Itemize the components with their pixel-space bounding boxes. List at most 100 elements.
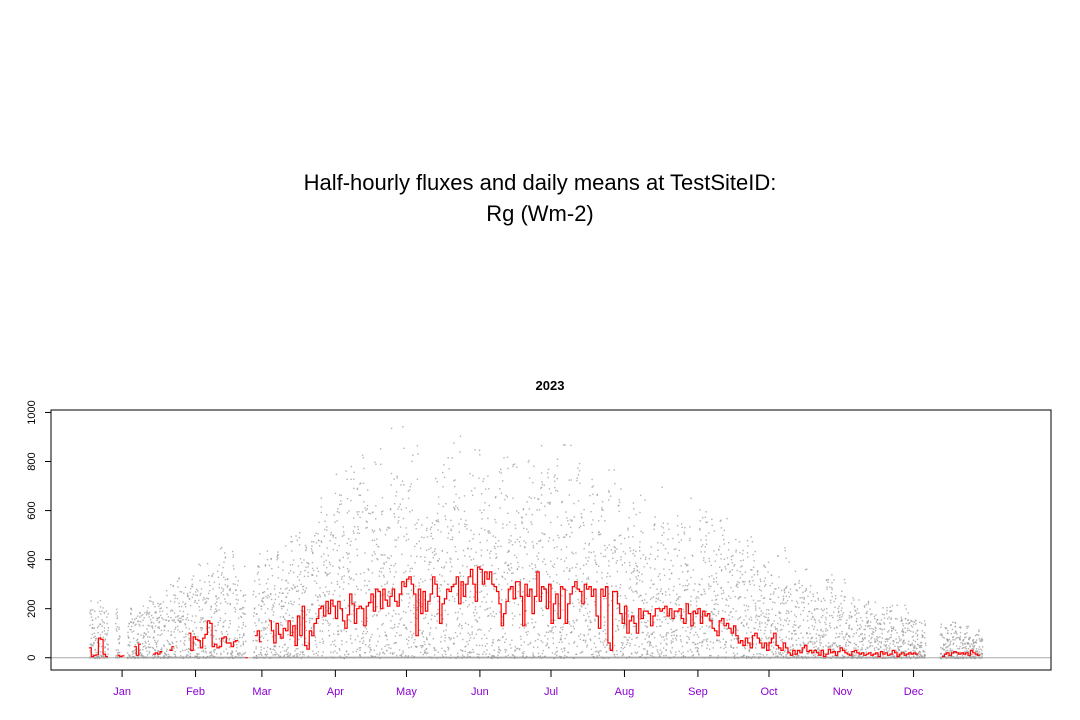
half-hourly-point [881, 613, 884, 615]
half-hourly-point [767, 620, 769, 622]
half-hourly-point [828, 646, 830, 648]
half-hourly-point [241, 627, 243, 629]
half-hourly-point [175, 641, 178, 643]
half-hourly-point [710, 610, 712, 613]
half-hourly-point [705, 539, 707, 541]
half-hourly-point [258, 653, 260, 656]
half-hourly-point [139, 612, 141, 614]
half-hourly-point [231, 654, 233, 657]
half-hourly-point [798, 654, 800, 657]
half-hourly-point [525, 625, 528, 627]
half-hourly-point [828, 653, 830, 655]
half-hourly-point [775, 628, 777, 630]
half-hourly-point [389, 571, 391, 573]
half-hourly-point [404, 627, 407, 629]
half-hourly-point [456, 592, 458, 595]
half-hourly-point [623, 537, 626, 540]
half-hourly-point [433, 524, 436, 526]
half-hourly-point [569, 519, 572, 521]
half-hourly-point [389, 508, 392, 511]
half-hourly-point [841, 630, 843, 633]
half-hourly-point [883, 651, 885, 653]
half-hourly-point [291, 550, 293, 552]
half-hourly-point [612, 651, 614, 653]
half-hourly-point [716, 639, 718, 642]
half-hourly-point [498, 652, 500, 654]
half-hourly-point [429, 627, 432, 629]
half-hourly-point [354, 593, 356, 596]
half-hourly-point [209, 655, 211, 657]
half-hourly-point [197, 653, 199, 656]
half-hourly-point [673, 585, 675, 588]
half-hourly-point [461, 654, 464, 656]
half-hourly-point [380, 511, 383, 513]
half-hourly-point [567, 651, 570, 654]
half-hourly-point [158, 605, 160, 607]
half-hourly-point [764, 629, 766, 632]
half-hourly-point [364, 651, 366, 654]
half-hourly-point [469, 634, 471, 636]
half-hourly-point [863, 605, 866, 607]
half-hourly-point [634, 651, 636, 653]
half-hourly-point [679, 596, 681, 598]
half-hourly-point [292, 631, 295, 633]
half-hourly-point [835, 632, 838, 635]
half-hourly-point [146, 612, 148, 614]
half-hourly-point [622, 654, 625, 656]
half-hourly-point [213, 612, 215, 614]
half-hourly-point [521, 600, 523, 602]
half-hourly-point [620, 488, 622, 490]
half-hourly-point [748, 649, 750, 652]
half-hourly-point [237, 652, 239, 654]
half-hourly-point [751, 643, 753, 645]
half-hourly-point [627, 610, 630, 612]
half-hourly-point [347, 571, 349, 573]
half-hourly-point [433, 550, 436, 552]
half-hourly-point [154, 639, 156, 642]
half-hourly-point [826, 612, 828, 614]
half-hourly-point [437, 651, 439, 653]
half-hourly-point [399, 654, 401, 656]
half-hourly-point [167, 630, 169, 632]
half-hourly-point [338, 544, 340, 547]
half-hourly-point [678, 604, 680, 606]
half-hourly-point [356, 513, 359, 516]
half-hourly-point [394, 562, 397, 565]
half-hourly-point [420, 651, 422, 654]
half-hourly-point [543, 484, 545, 486]
half-hourly-point [564, 654, 566, 657]
half-hourly-point [483, 596, 485, 598]
half-hourly-point [458, 531, 460, 533]
half-hourly-point [267, 608, 269, 610]
half-hourly-point [725, 627, 727, 630]
half-hourly-point [594, 618, 596, 621]
half-hourly-point [547, 540, 550, 542]
half-hourly-point [90, 613, 92, 615]
half-hourly-point [867, 625, 869, 628]
half-hourly-point [290, 570, 292, 572]
half-hourly-point [444, 653, 447, 656]
half-hourly-point [334, 543, 336, 545]
half-hourly-point [697, 591, 699, 593]
half-hourly-point [890, 618, 892, 620]
half-hourly-point [259, 636, 262, 639]
half-hourly-point [402, 593, 404, 595]
half-hourly-point [526, 528, 528, 530]
half-hourly-point [789, 588, 792, 590]
half-hourly-point [342, 556, 344, 559]
half-hourly-point [522, 508, 524, 511]
half-hourly-point [722, 589, 724, 592]
half-hourly-point [229, 589, 231, 592]
half-hourly-point [644, 558, 647, 561]
half-hourly-point [741, 621, 743, 624]
half-hourly-point [89, 612, 91, 614]
half-hourly-point [143, 617, 145, 619]
half-hourly-point [181, 630, 184, 633]
half-hourly-point [651, 655, 653, 657]
half-hourly-point [361, 607, 364, 609]
half-hourly-point [254, 607, 256, 609]
half-hourly-point [288, 589, 291, 591]
half-hourly-point [480, 554, 482, 557]
half-hourly-point [573, 642, 575, 644]
half-hourly-point [620, 647, 623, 649]
